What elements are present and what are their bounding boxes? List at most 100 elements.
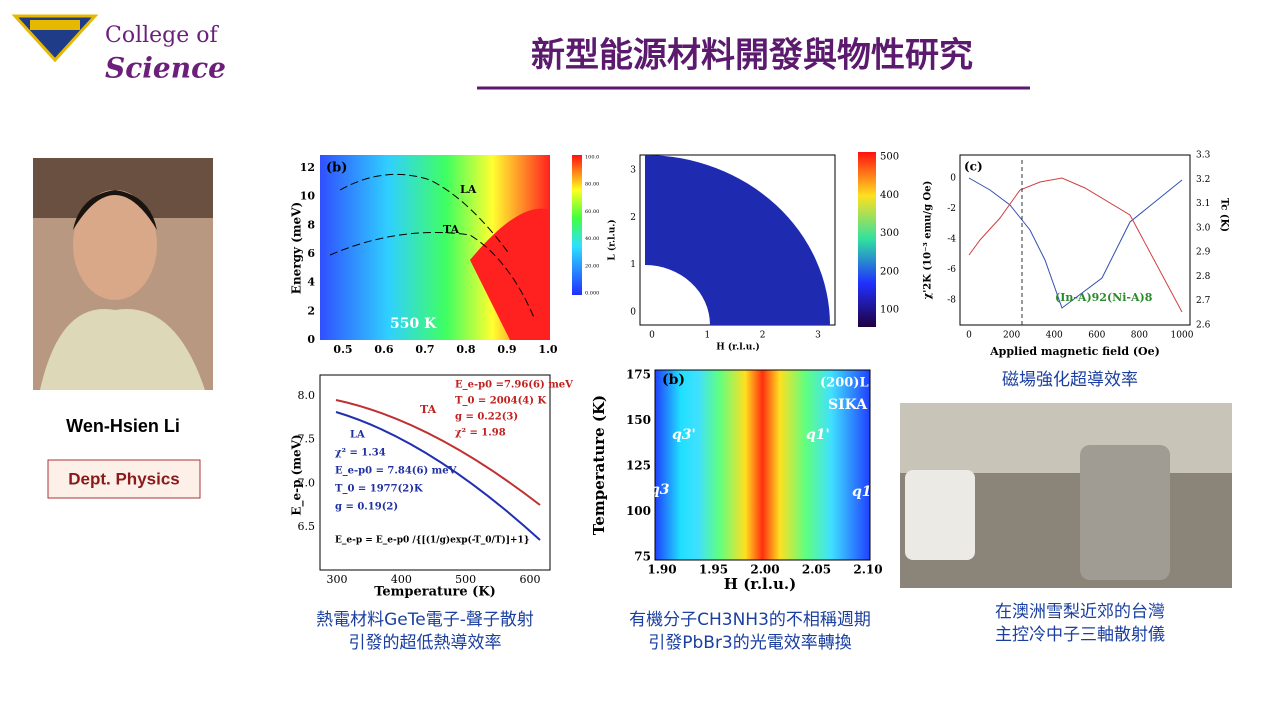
label: E_e-p0 = 7.84(6) meV <box>335 466 457 477</box>
tick-label: 6 <box>307 247 315 260</box>
dept: Dept. Physics <box>68 469 180 488</box>
plot-frame <box>319 374 551 571</box>
label: (c) <box>964 160 983 174</box>
label: 550 K <box>390 316 437 332</box>
tick-label: 2.05 <box>802 563 831 577</box>
tick-label: 100 <box>880 305 899 316</box>
label: (b) <box>326 161 347 176</box>
logo-text: College of <box>105 23 220 48</box>
tick-label: 500 <box>455 573 476 586</box>
label: (b) <box>662 372 685 388</box>
tick-label: 0.7 <box>415 343 434 356</box>
name: Wen-Hsien Li <box>66 416 180 436</box>
tick-label: 300 <box>880 228 899 239</box>
photo-wall <box>900 403 1232 473</box>
tick-label: 0.9 <box>497 343 516 356</box>
tick-label: 600 <box>520 573 541 586</box>
tick-label: 3.1 <box>1196 199 1210 209</box>
tick-label: 100.0 <box>585 155 599 161</box>
tick-label: 100 <box>626 504 651 518</box>
tick-label: 0 <box>966 331 972 341</box>
colorbar <box>572 155 582 295</box>
tick-label: 200 <box>880 266 899 277</box>
tick-label: 1.90 <box>647 563 676 577</box>
tick-label: 0.000 <box>585 291 599 297</box>
ta-curve <box>329 232 536 321</box>
tick-label: 2.8 <box>1196 272 1211 282</box>
tick-label: 60.00 <box>585 209 599 215</box>
tick-label: -4 <box>947 235 956 245</box>
tick-label: 3.2 <box>1196 175 1210 185</box>
tick-label: 40.00 <box>585 236 599 242</box>
label: q3 <box>650 482 670 498</box>
la-curve <box>339 173 511 256</box>
photo-shield <box>905 470 975 560</box>
title: 新型能源材料開發與物性研究 <box>531 36 973 76</box>
red-fit <box>335 399 541 506</box>
tick-label: 7.0 <box>298 476 316 489</box>
label: SIKA <box>828 397 868 413</box>
label: L (r.l.u.) <box>607 219 618 260</box>
tick-label: 600 <box>1088 331 1105 341</box>
label: (In-A)92(Ni-A)8 <box>1055 291 1153 304</box>
label: q1 <box>852 484 872 500</box>
tick-label: 300 <box>327 573 348 586</box>
label: H (r.l.u.) <box>716 342 759 353</box>
chi-line <box>968 177 1183 313</box>
tick-label: 3.0 <box>1196 223 1211 233</box>
photo-tank <box>1080 445 1170 580</box>
tick-label: 8.0 <box>298 389 316 402</box>
tick-label: 1 <box>704 331 710 341</box>
caption: 磁場強化超導效率 <box>1002 370 1138 390</box>
tick-label: 2 <box>307 304 315 317</box>
label: q3' <box>672 427 696 443</box>
tick-label: 80.00 <box>585 182 599 188</box>
tick-label: 0.5 <box>333 343 352 356</box>
tc-line <box>968 177 1183 309</box>
tick-label: -8 <box>947 296 956 306</box>
caption: 引發的超低熱導效率 <box>349 633 502 653</box>
temp-map <box>655 370 870 560</box>
tick-label: 400 <box>391 573 412 586</box>
tick-label: 1000 <box>1171 331 1194 341</box>
caption: 主控冷中子三軸散射儀 <box>995 625 1165 645</box>
tick-label: 2.9 <box>1196 248 1211 258</box>
logo-text: Science <box>105 52 226 85</box>
tick-label: 12 <box>300 161 315 174</box>
label: E_e-p0 =7.96(6) meV <box>455 380 573 391</box>
tick-label: 2.00 <box>750 563 779 577</box>
tick-label: 125 <box>626 459 651 473</box>
tick-label: 0 <box>630 308 636 318</box>
tick-label: 800 <box>1131 331 1148 341</box>
map <box>645 155 830 325</box>
tick-label: 10 <box>300 190 316 203</box>
caption: 熱電材料GeTe電子-聲子散射 <box>316 610 534 630</box>
tick-label: -6 <box>947 265 956 275</box>
plot-frame <box>654 369 871 561</box>
tick-label: 0 <box>649 331 655 341</box>
tick-label: 0.8 <box>456 343 475 356</box>
tick-label: 75 <box>634 550 651 564</box>
tick-label: 0 <box>307 333 315 346</box>
label: Tc (K) <box>1219 198 1230 232</box>
tick-label: 400 <box>1046 331 1063 341</box>
caption: 引發PbBr3的光電效率轉換 <box>648 633 852 653</box>
tick-label: 200 <box>1003 331 1020 341</box>
tick-label: 150 <box>626 413 651 427</box>
label: χ² = 1.34 <box>335 448 386 459</box>
tick-label: 1 <box>630 260 636 270</box>
tick-label: 2.10 <box>853 563 882 577</box>
plot-frame <box>959 154 1191 326</box>
tick-label: 7.5 <box>298 433 316 446</box>
tick-label: 2.6 <box>1196 321 1211 331</box>
label: g = 0.22(3) <box>455 412 518 423</box>
tick-label: 400 <box>880 190 899 201</box>
tick-label: 175 <box>626 368 651 382</box>
logo-band <box>30 20 80 30</box>
label: Temperature (K) <box>590 395 608 535</box>
tick-label: 3 <box>630 166 636 176</box>
label: LA <box>350 430 365 441</box>
label: T_0 = 2004(4) K <box>455 396 546 407</box>
tick-label: 2 <box>760 331 766 341</box>
portrait-hair <box>73 190 157 230</box>
